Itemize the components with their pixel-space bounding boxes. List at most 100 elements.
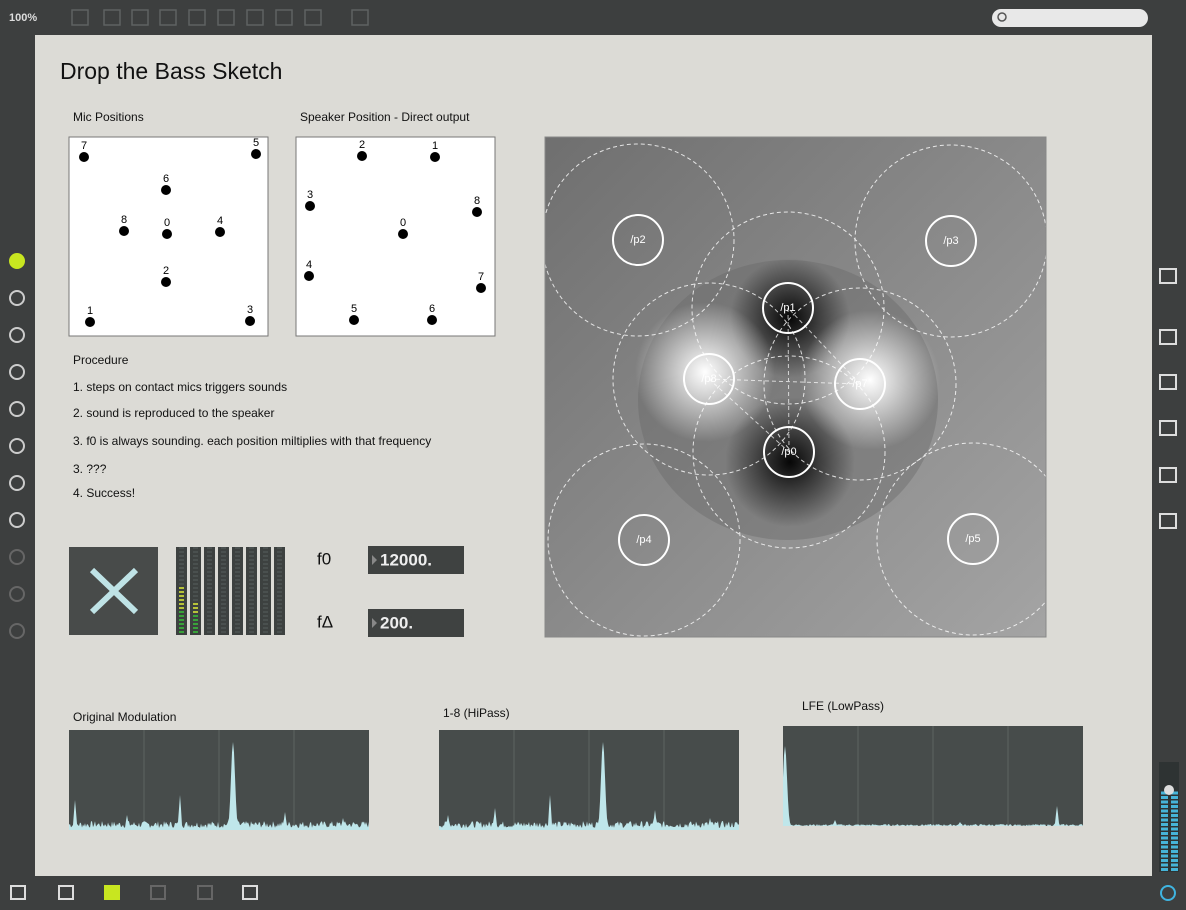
toolbar-icon[interactable] bbox=[351, 9, 369, 26]
procedure-step: 1. steps on contact mics triggers sounds bbox=[73, 380, 287, 394]
position-dot[interactable] bbox=[398, 229, 408, 239]
node[interactable] bbox=[612, 214, 664, 266]
sidebar-icon[interactable] bbox=[9, 549, 25, 565]
bottom-icon[interactable] bbox=[150, 885, 166, 900]
node-label: /p2 bbox=[630, 234, 645, 246]
master-gain-knob[interactable] bbox=[1164, 785, 1174, 795]
position-dot[interactable] bbox=[476, 283, 486, 293]
node[interactable] bbox=[618, 514, 670, 566]
sidebar-icon[interactable] bbox=[9, 475, 25, 491]
sidebar-icon[interactable] bbox=[1159, 329, 1177, 345]
sidebar-icon[interactable] bbox=[9, 327, 25, 343]
toolbar-icon[interactable] bbox=[275, 9, 293, 26]
meter-segment bbox=[277, 607, 282, 609]
toolbar-icon[interactable] bbox=[159, 9, 177, 26]
position-dot[interactable] bbox=[430, 152, 440, 162]
meter-segment bbox=[249, 567, 254, 569]
toolbar-icon[interactable] bbox=[71, 9, 89, 26]
sidebar-icon[interactable] bbox=[1159, 268, 1177, 284]
zoom-level[interactable]: 100% bbox=[9, 12, 37, 24]
number-value: 12000. bbox=[380, 550, 432, 569]
position-label: 5 bbox=[253, 137, 259, 149]
map-shade bbox=[635, 302, 775, 442]
number-value: 200. bbox=[380, 613, 413, 632]
meter-segment bbox=[249, 583, 254, 585]
node[interactable] bbox=[683, 353, 735, 405]
bottom-icon[interactable] bbox=[58, 885, 74, 900]
position-dot[interactable] bbox=[304, 271, 314, 281]
master-meter-segment bbox=[1161, 836, 1168, 840]
meter-segment bbox=[249, 607, 254, 609]
position-dot[interactable] bbox=[472, 207, 482, 217]
sidebar-icon[interactable] bbox=[1159, 420, 1177, 436]
meter-segment bbox=[193, 611, 198, 613]
meter-segment bbox=[207, 607, 212, 609]
bottom-icon[interactable] bbox=[242, 885, 258, 900]
meter-segment bbox=[179, 599, 184, 601]
bottom-icon[interactable] bbox=[104, 885, 120, 900]
number-box[interactable] bbox=[368, 546, 464, 574]
meter-segment bbox=[249, 587, 254, 589]
sidebar-icon[interactable] bbox=[9, 253, 25, 269]
node-range bbox=[854, 144, 1046, 338]
bottom-icon[interactable] bbox=[10, 885, 26, 900]
sidebar-icon[interactable] bbox=[9, 512, 25, 528]
node-map[interactable]: /p2/p3/p1/p8/p7/p0/p4/p5 bbox=[542, 137, 1069, 637]
toolbar-icon[interactable] bbox=[217, 9, 235, 26]
position-dot[interactable] bbox=[357, 151, 367, 161]
bottom-icon[interactable] bbox=[197, 885, 213, 900]
master-meter-segment bbox=[1171, 836, 1178, 840]
meter-segment bbox=[193, 623, 198, 625]
meter-segment bbox=[221, 551, 226, 553]
power-button[interactable] bbox=[1160, 885, 1176, 901]
toolbar-icon[interactable] bbox=[246, 9, 264, 26]
position-dot[interactable] bbox=[245, 316, 255, 326]
toolbar-icon[interactable] bbox=[103, 9, 121, 26]
node[interactable] bbox=[925, 215, 977, 267]
number-label: f0 bbox=[317, 549, 331, 568]
position-dot[interactable] bbox=[161, 185, 171, 195]
sidebar-icon[interactable] bbox=[1159, 374, 1177, 390]
procedure-step: 3. f0 is always sounding. each position … bbox=[73, 434, 431, 448]
sidebar-icon[interactable] bbox=[9, 401, 25, 417]
position-dot[interactable] bbox=[79, 152, 89, 162]
sidebar-icon[interactable] bbox=[1159, 467, 1177, 483]
position-dot[interactable] bbox=[427, 315, 437, 325]
master-meter-segment bbox=[1171, 859, 1178, 862]
position-dot[interactable] bbox=[305, 201, 315, 211]
sidebar-icon[interactable] bbox=[9, 290, 25, 306]
meter-segment bbox=[179, 607, 184, 609]
position-dot[interactable] bbox=[161, 277, 171, 287]
master-meter-segment bbox=[1161, 863, 1168, 867]
node[interactable] bbox=[834, 358, 886, 410]
meter-segment bbox=[221, 555, 226, 557]
sidebar-icon[interactable] bbox=[9, 438, 25, 454]
meter-segment bbox=[207, 575, 212, 577]
master-meter-segment bbox=[1171, 805, 1178, 808]
position-dot[interactable] bbox=[349, 315, 359, 325]
speaker-panel[interactable] bbox=[295, 136, 496, 337]
meter-segment bbox=[221, 559, 226, 561]
toolbar-icon[interactable] bbox=[304, 9, 322, 26]
sidebar-icon[interactable] bbox=[9, 623, 25, 639]
meter-segment bbox=[221, 571, 226, 573]
meter-segment bbox=[277, 575, 282, 577]
node[interactable] bbox=[947, 513, 999, 565]
sidebar-icon[interactable] bbox=[9, 364, 25, 380]
search-field[interactable] bbox=[992, 9, 1148, 27]
sidebar-icon[interactable] bbox=[9, 586, 25, 602]
node[interactable] bbox=[762, 282, 814, 334]
meter-segment bbox=[179, 591, 184, 593]
position-dot[interactable] bbox=[85, 317, 95, 327]
toolbar-icon[interactable] bbox=[131, 9, 149, 26]
toolbar-icon[interactable] bbox=[188, 9, 206, 26]
number-box[interactable] bbox=[368, 609, 464, 637]
position-dot[interactable] bbox=[251, 149, 261, 159]
sidebar-icon[interactable] bbox=[1159, 513, 1177, 529]
node[interactable] bbox=[763, 426, 815, 478]
master-meter-segment bbox=[1171, 832, 1178, 835]
position-dot[interactable] bbox=[119, 226, 129, 236]
position-dot[interactable] bbox=[162, 229, 172, 239]
meter-segment bbox=[221, 619, 226, 621]
position-dot[interactable] bbox=[215, 227, 225, 237]
